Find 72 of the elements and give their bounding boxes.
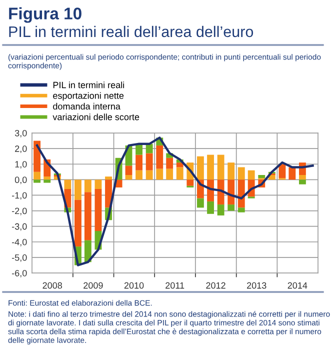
x-tick-label: 2014 (288, 282, 308, 289)
line-series (36, 136, 314, 266)
bar (156, 145, 164, 169)
bar (196, 198, 204, 208)
bar (176, 162, 184, 168)
bar (196, 156, 204, 180)
y-tick-label: -6,0 (12, 270, 27, 278)
bar (278, 164, 286, 178)
bar (228, 204, 235, 211)
bar (298, 175, 306, 180)
y-tick-label: 1,0 (15, 161, 27, 169)
bar (105, 176, 112, 180)
bar (84, 180, 92, 192)
bar (44, 176, 51, 180)
bar (44, 180, 51, 183)
y-tick-label: -1,0 (12, 192, 27, 200)
x-tick-label: 2009 (84, 282, 103, 289)
x-tick-label: 2012 (206, 282, 226, 289)
bar (125, 166, 132, 175)
bar (156, 168, 164, 180)
bar (136, 154, 143, 170)
y-tick-label: 3,0 (14, 130, 27, 138)
bar (105, 180, 112, 208)
bar (34, 140, 40, 172)
bar (84, 240, 92, 262)
bar (146, 144, 153, 154)
bar (217, 154, 224, 180)
bar (74, 200, 82, 247)
bar (166, 158, 174, 169)
x-tick-label: 2013 (247, 282, 266, 289)
bar (238, 208, 245, 212)
bar (136, 170, 143, 180)
x-tick-label: 2010 (124, 282, 144, 289)
y-tick-label: -2,0 (12, 208, 27, 216)
bar (228, 180, 235, 205)
legend-label: variazioni delle scorte (52, 114, 140, 120)
bar (94, 189, 102, 231)
bar (146, 170, 153, 180)
bar (238, 167, 245, 180)
y-tick-label: -5,0 (12, 254, 27, 262)
bar (207, 201, 214, 214)
chart-title: Figura 10 (9, 7, 82, 23)
y-tick-label: -3,0 (12, 223, 27, 231)
chart-subtitle: PIL in termini reali dell’area dell’euro (9, 26, 254, 38)
y-tick-label: 0,0 (14, 176, 27, 184)
bar (84, 192, 92, 240)
x-tick-label: 2008 (42, 282, 62, 289)
bar (248, 170, 255, 180)
bar (298, 180, 306, 184)
bar (146, 153, 153, 170)
y-tick-label: -4,0 (12, 238, 27, 246)
legend-label: PIL in termini reali (53, 82, 124, 88)
bar (228, 162, 235, 180)
legend-label: esportazioni nette (53, 92, 124, 101)
bar (186, 180, 194, 186)
bar (125, 175, 132, 180)
bar (258, 175, 266, 178)
bar (176, 167, 184, 180)
legend-label: domanda interna (53, 102, 120, 110)
bar (94, 180, 102, 189)
bar (64, 180, 72, 189)
x-tick-label: 2011 (166, 282, 184, 289)
bar (288, 167, 296, 180)
bar (166, 168, 174, 180)
y-tick-label: 2,0 (15, 146, 27, 153)
bar (238, 180, 245, 208)
bar (217, 204, 224, 216)
bar (34, 172, 40, 180)
bar (207, 154, 214, 180)
bar (217, 180, 224, 205)
bar (74, 180, 82, 200)
bar (34, 180, 40, 183)
